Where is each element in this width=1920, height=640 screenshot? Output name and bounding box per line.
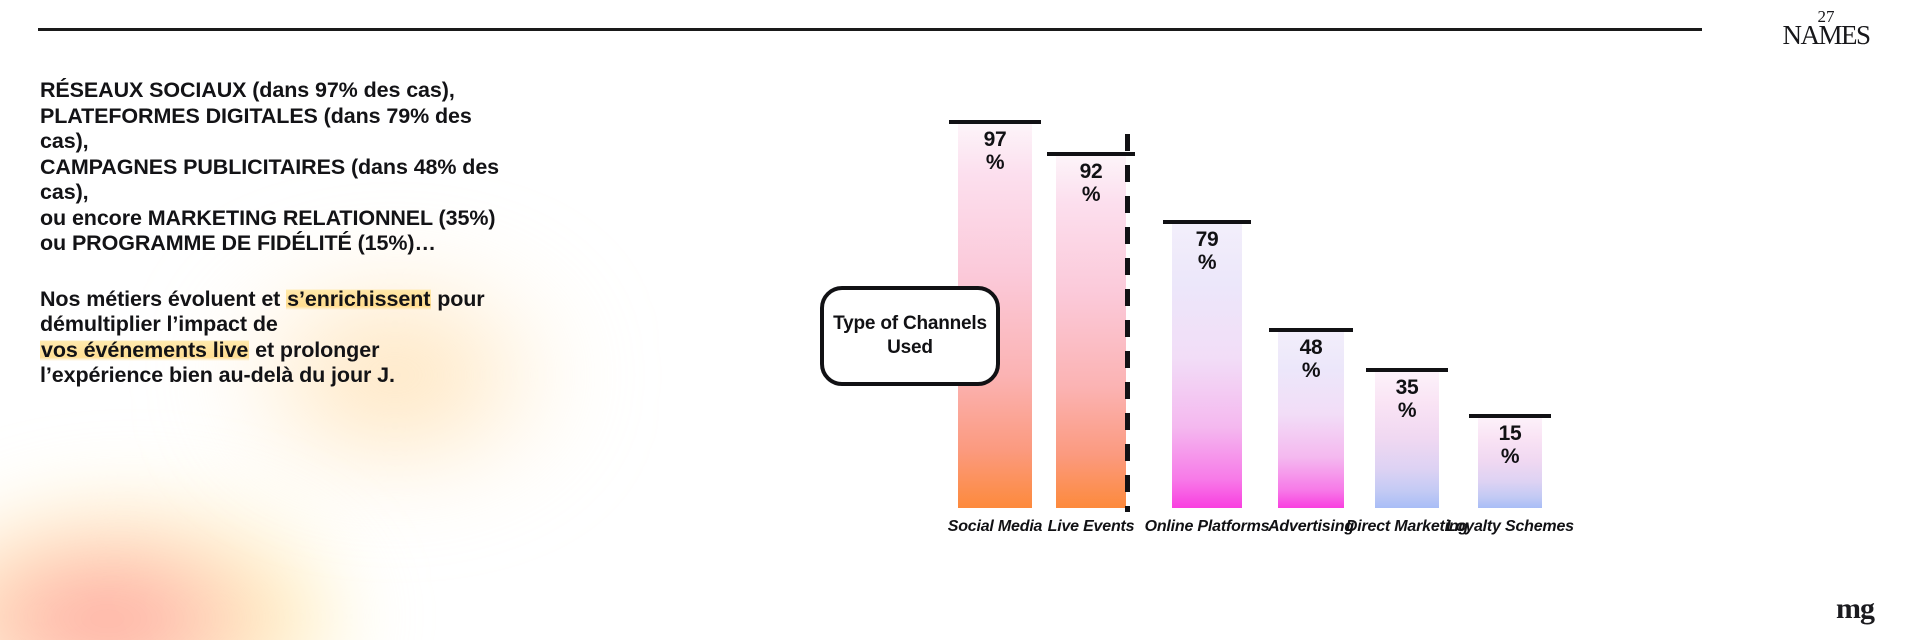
logo-27names-word: NAMES [1782,20,1871,50]
bar-label-loyalty-schemes: Loyalty Schemes [1446,518,1574,535]
bar-cap-advertising [1269,328,1353,332]
copy-text-1b: des cas), [357,78,455,102]
bar-value-online-platforms: 79% [1195,228,1219,274]
logo-27names: 27 NAMES [1770,8,1882,49]
left-copy-block: RÉSEAUX SOCIAUX (dans 97% des cas), PLAT… [40,78,510,389]
copy-term-campagnes-publicitaires: CAMPAGNES PUBLICITAIRES [40,154,346,179]
bar-label-advertising: Advertising [1268,518,1354,535]
logo-mg: mg [1836,592,1875,625]
bar-value-live-events: 92% [1079,160,1103,206]
bar-value-loyalty-schemes: 15% [1498,422,1522,468]
corner-glow-decoration [0,500,350,640]
bar-body-live-events: 92% [1056,156,1126,508]
bar-online-platforms[interactable]: 79% Online Platforms [1145,220,1270,535]
bar-value-advertising: 48% [1299,336,1323,382]
bar-live-events[interactable]: 92% Live Events [1047,152,1135,535]
bar-value-direct-marketing: 35% [1395,376,1419,422]
bar-body-online-platforms: 79% [1172,224,1242,508]
bar-cap-online-platforms [1163,220,1251,224]
copy-text-2b: des cas), [40,103,472,154]
bar-body-social-media: 97% [958,124,1032,508]
copy-value-48: 48% [413,154,457,179]
bar-label-social-media: Social Media [947,518,1043,535]
copy-paragraph-metiers: Nos métiers évoluent et s’enrichissent p… [40,286,510,389]
chart-group-divider [1125,134,1130,512]
bar-cap-live-events [1047,152,1135,156]
bar-direct-marketing[interactable]: 35% Direct Marketing [1346,368,1468,535]
bar-body-loyalty-schemes: 15% [1478,418,1542,508]
bar-loyalty-schemes[interactable]: 15% Loyalty Schemes [1446,414,1574,535]
bar-body-advertising: 48% [1278,332,1344,508]
logo-27names-number: 27 [1817,7,1835,26]
bar-cap-direct-marketing [1366,368,1448,372]
chart-plot-area: 97% Social Media 92% Live Events [820,60,1680,550]
copy-value-97: 97% [314,78,358,102]
copy-highlight-evenements-live: vos événements live [40,337,250,362]
copy-text-3a: (dans [345,154,414,179]
copy-highlight-enrichissent: s’enrichissent [286,286,432,311]
copy-value-79: 79% [386,103,430,128]
copy-term-reseaux-sociaux: RÉSEAUX SOCIAUX [40,78,247,102]
copy-text-3b: des cas), [40,154,500,205]
copy-text-4c: et prolonger [249,337,380,362]
bar-label-live-events: Live Events [1047,518,1135,535]
copy-paragraph-channels: RÉSEAUX SOCIAUX (dans 97% des cas), PLAT… [40,78,510,257]
bar-advertising[interactable]: 48% Advertising [1268,328,1354,535]
copy-text-4a: Nos métiers évoluent et [40,286,287,311]
copy-text-2a: (dans [317,103,387,128]
header-divider-rule [38,28,1702,31]
copy-strong-demultiplier: démultiplier l’impact de [40,312,278,336]
copy-strong-experience: l’expérience [40,363,164,387]
copy-text-1a: (dans [246,78,315,102]
copy-line-programme-fidelite: ou PROGRAMME DE FIDÉLITÉ (15%)… [40,231,436,255]
chart-title-callout: Type of Channels Used [820,286,1000,386]
chart-title-text: Type of Channels Used [833,313,987,358]
channels-bar-chart: 97% Social Media 92% Live Events [820,60,1680,600]
bar-body-direct-marketing: 35% [1375,372,1439,508]
copy-line-marketing-relationnel: ou encore MARKETING RELATIONNEL (35%) [40,205,496,230]
copy-text-4d: bien au-delà du jour J. [163,363,395,387]
bar-cap-social-media [949,120,1041,124]
bar-cap-loyalty-schemes [1469,414,1551,418]
copy-text-4b: pour [431,286,485,311]
bar-value-social-media: 97% [983,128,1007,174]
copy-term-plateformes-digitales: PLATEFORMES DIGITALES [40,103,318,128]
bar-label-direct-marketing: Direct Marketing [1345,518,1469,535]
bar-label-online-platforms: Online Platforms [1144,518,1270,535]
